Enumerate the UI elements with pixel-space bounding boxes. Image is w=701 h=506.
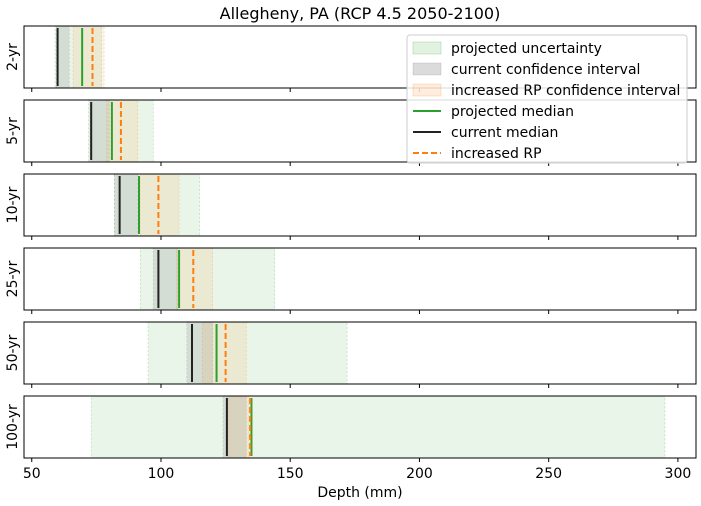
panel-25-yr: 25-yr (5, 247, 697, 314)
legend-label: current confidence interval (451, 62, 640, 78)
current-ci-band (89, 99, 110, 163)
legend-label: increased RP (451, 146, 542, 162)
panel-50-yr: 50-yr (5, 321, 697, 388)
increased-rp-ci-band (140, 173, 180, 237)
x-tick-label: 200 (406, 466, 433, 482)
increased-rp-ci-band (176, 247, 213, 311)
x-axis-label: Depth (mm) (317, 485, 402, 501)
panel-label: 25-yr (5, 260, 21, 297)
legend-frame (406, 34, 688, 164)
x-tick-label: 100 (148, 466, 175, 482)
current-ci-band (114, 173, 139, 237)
legend-label: increased RP confidence interval (451, 83, 680, 99)
chart-title: Allegheny, PA (RCP 4.5 2050-2100) (220, 4, 501, 23)
current-ci-band (152, 247, 179, 311)
panel-label: 10-yr (5, 186, 21, 223)
x-tick-label: 50 (23, 466, 41, 482)
projected-uncertainty-band (140, 247, 276, 311)
legend-label: projected median (451, 104, 574, 120)
legend-label: projected uncertainty (451, 41, 602, 57)
panel-5-yr: 5-yr (5, 99, 697, 166)
panel-frame (23, 173, 697, 237)
legend-label: current median (451, 125, 558, 141)
projected-uncertainty-band (54, 25, 102, 89)
panel-frame (23, 99, 697, 163)
increased-rp-ci-band (227, 395, 250, 459)
legend-item-proj_unc: projected uncertainty (412, 41, 602, 57)
x-tick-label: 150 (277, 466, 304, 482)
panel-frame (23, 395, 697, 459)
panel-label: 50-yr (5, 334, 21, 371)
legend-item-cur_median: current median (413, 125, 558, 141)
panel-label: 5-yr (5, 117, 21, 145)
panel-frame (23, 321, 697, 385)
legend-swatch (412, 62, 442, 76)
legend-item-inc_ci: increased RP confidence interval (412, 83, 680, 99)
panel-label: 100-yr (5, 404, 21, 450)
panel-frame (23, 247, 697, 311)
x-tick-label: 300 (665, 466, 692, 482)
legend-item-proj_median: projected median (413, 104, 574, 120)
panel-2-yr: 2-yr (5, 25, 697, 92)
increased-rp-ci-band (72, 25, 105, 89)
projected-uncertainty-band (90, 395, 666, 459)
legend-item-inc_rp: increased RP (413, 146, 542, 162)
projected-uncertainty-band (147, 321, 348, 385)
panel-10-yr: 10-yr (5, 173, 697, 240)
increased-rp-ci-band (202, 321, 247, 385)
x-tick-label: 250 (535, 466, 562, 482)
legend-item-cur_ci: current confidence interval (412, 62, 640, 78)
panel-label: 2-yr (5, 43, 21, 71)
panel-100-yr: 100-yr (5, 395, 697, 462)
panel-frame (23, 25, 697, 89)
legend-swatch (412, 83, 442, 97)
legend: projected uncertainty current confidence … (406, 34, 688, 164)
legend-swatch (412, 41, 442, 55)
